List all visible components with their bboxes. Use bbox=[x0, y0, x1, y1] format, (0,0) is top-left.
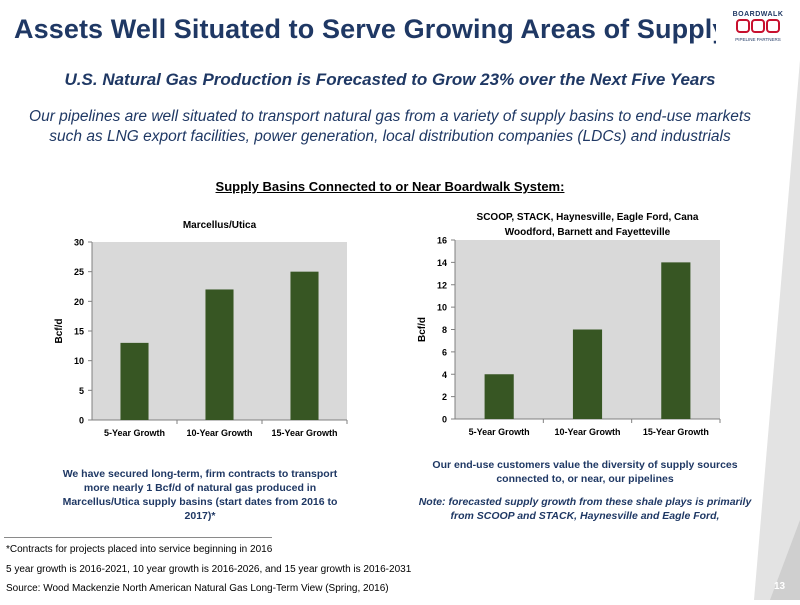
slide-subtitle: U.S. Natural Gas Production is Forecaste… bbox=[64, 70, 716, 89]
chart-title: Marcellus/Utica bbox=[183, 220, 257, 231]
x-tick-label: 10-Year Growth bbox=[186, 428, 252, 438]
y-tick-label: 10 bbox=[437, 303, 447, 313]
y-tick-label: 0 bbox=[79, 416, 84, 426]
intro-paragraph: Our pipelines are well situated to trans… bbox=[29, 108, 751, 145]
y-tick-label: 12 bbox=[437, 280, 447, 290]
chart-title: SCOOP, STACK, Haynesville, Eagle Ford, C… bbox=[477, 212, 699, 223]
right-note-forecast: Note: forecasted supply growth from thes… bbox=[418, 496, 752, 522]
x-tick-label: 5-Year Growth bbox=[104, 428, 165, 438]
footnote-divider bbox=[4, 537, 272, 538]
logo-text: BOARDWALK bbox=[733, 11, 784, 18]
footnote-source: Source: Wood Mackenzie North American Na… bbox=[6, 583, 389, 594]
bar-15-year-growth bbox=[661, 262, 691, 419]
chart-marcellus-utica: Marcellus/Utica 0 5 10 15 20 25 30 Bcf/d 5-Year G… bbox=[40, 208, 360, 448]
y-tick-label: 30 bbox=[74, 238, 84, 248]
x-tick-label: 15-Year Growth bbox=[643, 427, 709, 437]
y-tick-label: 15 bbox=[74, 327, 84, 337]
logo-tagline: PIPELINE PARTNERS bbox=[735, 37, 781, 42]
x-tick-label: 15-Year Growth bbox=[271, 428, 337, 438]
bar-10-year-growth bbox=[205, 289, 234, 420]
y-tick-label: 2 bbox=[442, 392, 447, 402]
y-tick-label: 5 bbox=[79, 386, 84, 396]
page-number: 13 bbox=[774, 581, 786, 592]
y-tick-label: 4 bbox=[442, 370, 447, 380]
page-corner-decoration bbox=[754, 60, 800, 600]
footnote-contracts: *Contracts for projects placed into serv… bbox=[6, 544, 273, 555]
section-heading: Supply Basins Connected to or Near Board… bbox=[215, 179, 565, 194]
y-tick-label: 20 bbox=[74, 297, 84, 307]
chart-svg-scoop-stack: SCOOP, STACK, Haynesville, Eagle Ford, C… bbox=[417, 212, 721, 437]
x-tick-label: 10-Year Growth bbox=[554, 427, 620, 437]
bar-5-year-growth bbox=[120, 342, 149, 420]
y-tick-label: 14 bbox=[437, 258, 447, 268]
chart-scoop-stack: SCOOP, STACK, Haynesville, Eagle Ford, C… bbox=[405, 208, 740, 448]
bar-5-year-growth bbox=[484, 374, 514, 419]
chart-title: Woodford, Barnett and Fayetteville bbox=[505, 227, 671, 238]
y-tick-label: 10 bbox=[74, 356, 84, 366]
slide-title: Assets Well Situated to Serve Growing Ar… bbox=[14, 14, 728, 44]
right-note-customers: Our end-use customers value the diversit… bbox=[432, 459, 738, 485]
bar-15-year-growth bbox=[290, 271, 319, 420]
chart-svg-marcellus-utica: Marcellus/Utica 0 5 10 15 20 25 30 Bcf/d 5-Year G… bbox=[54, 220, 348, 438]
y-tick-label: 6 bbox=[442, 347, 447, 357]
y-tick-label: 16 bbox=[437, 236, 447, 246]
footnote-growth-periods: 5 year growth is 2016-2021, 10 year grow… bbox=[6, 564, 412, 575]
bar-10-year-growth bbox=[572, 329, 603, 419]
y-axis-label: Bcf/d bbox=[54, 319, 65, 344]
boardwalk-logo: BOARDWALK PIPELINE PARTNERS bbox=[716, 0, 800, 58]
y-axis-label: Bcf/d bbox=[417, 317, 428, 342]
x-tick-label: 5-Year Growth bbox=[469, 427, 530, 437]
y-tick-label: 25 bbox=[74, 267, 84, 277]
y-tick-label: 8 bbox=[442, 325, 447, 335]
left-note: We have secured long-term, firm contract… bbox=[62, 468, 338, 522]
y-tick-label: 0 bbox=[442, 415, 447, 425]
